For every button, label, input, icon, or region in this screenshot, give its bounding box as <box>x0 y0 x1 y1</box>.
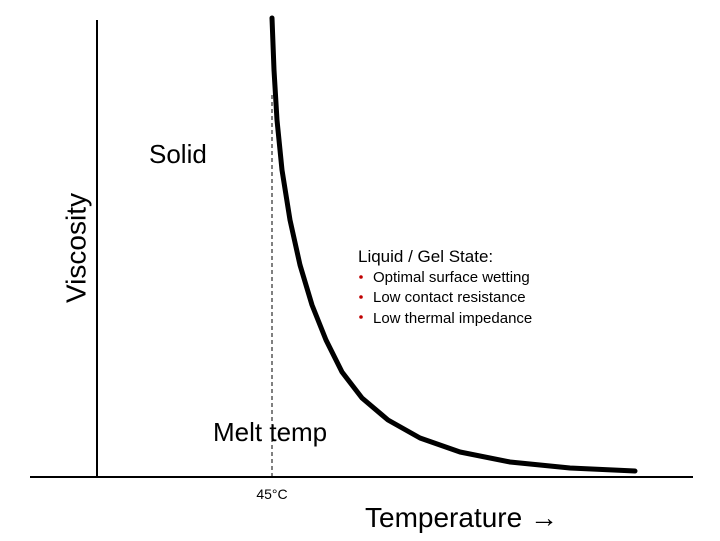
bullet-dot <box>359 295 363 299</box>
bullet-dot <box>359 315 363 319</box>
liquid-bullet: Low contact resistance <box>373 289 526 306</box>
x-axis-label: Temperature → <box>365 502 558 533</box>
melt-value: 45°C <box>256 486 287 502</box>
y-axis-label: Viscosity <box>60 193 91 303</box>
bullet-dot <box>359 275 363 279</box>
liquid-bullet: Optimal surface wetting <box>373 269 530 286</box>
liquid-bullet: Low thermal impedance <box>373 310 532 327</box>
liquid-title: Liquid / Gel State: <box>358 247 493 266</box>
solid-label: Solid <box>149 139 207 169</box>
melt-label: Melt temp <box>213 417 327 447</box>
viscosity-curve <box>269 15 638 474</box>
